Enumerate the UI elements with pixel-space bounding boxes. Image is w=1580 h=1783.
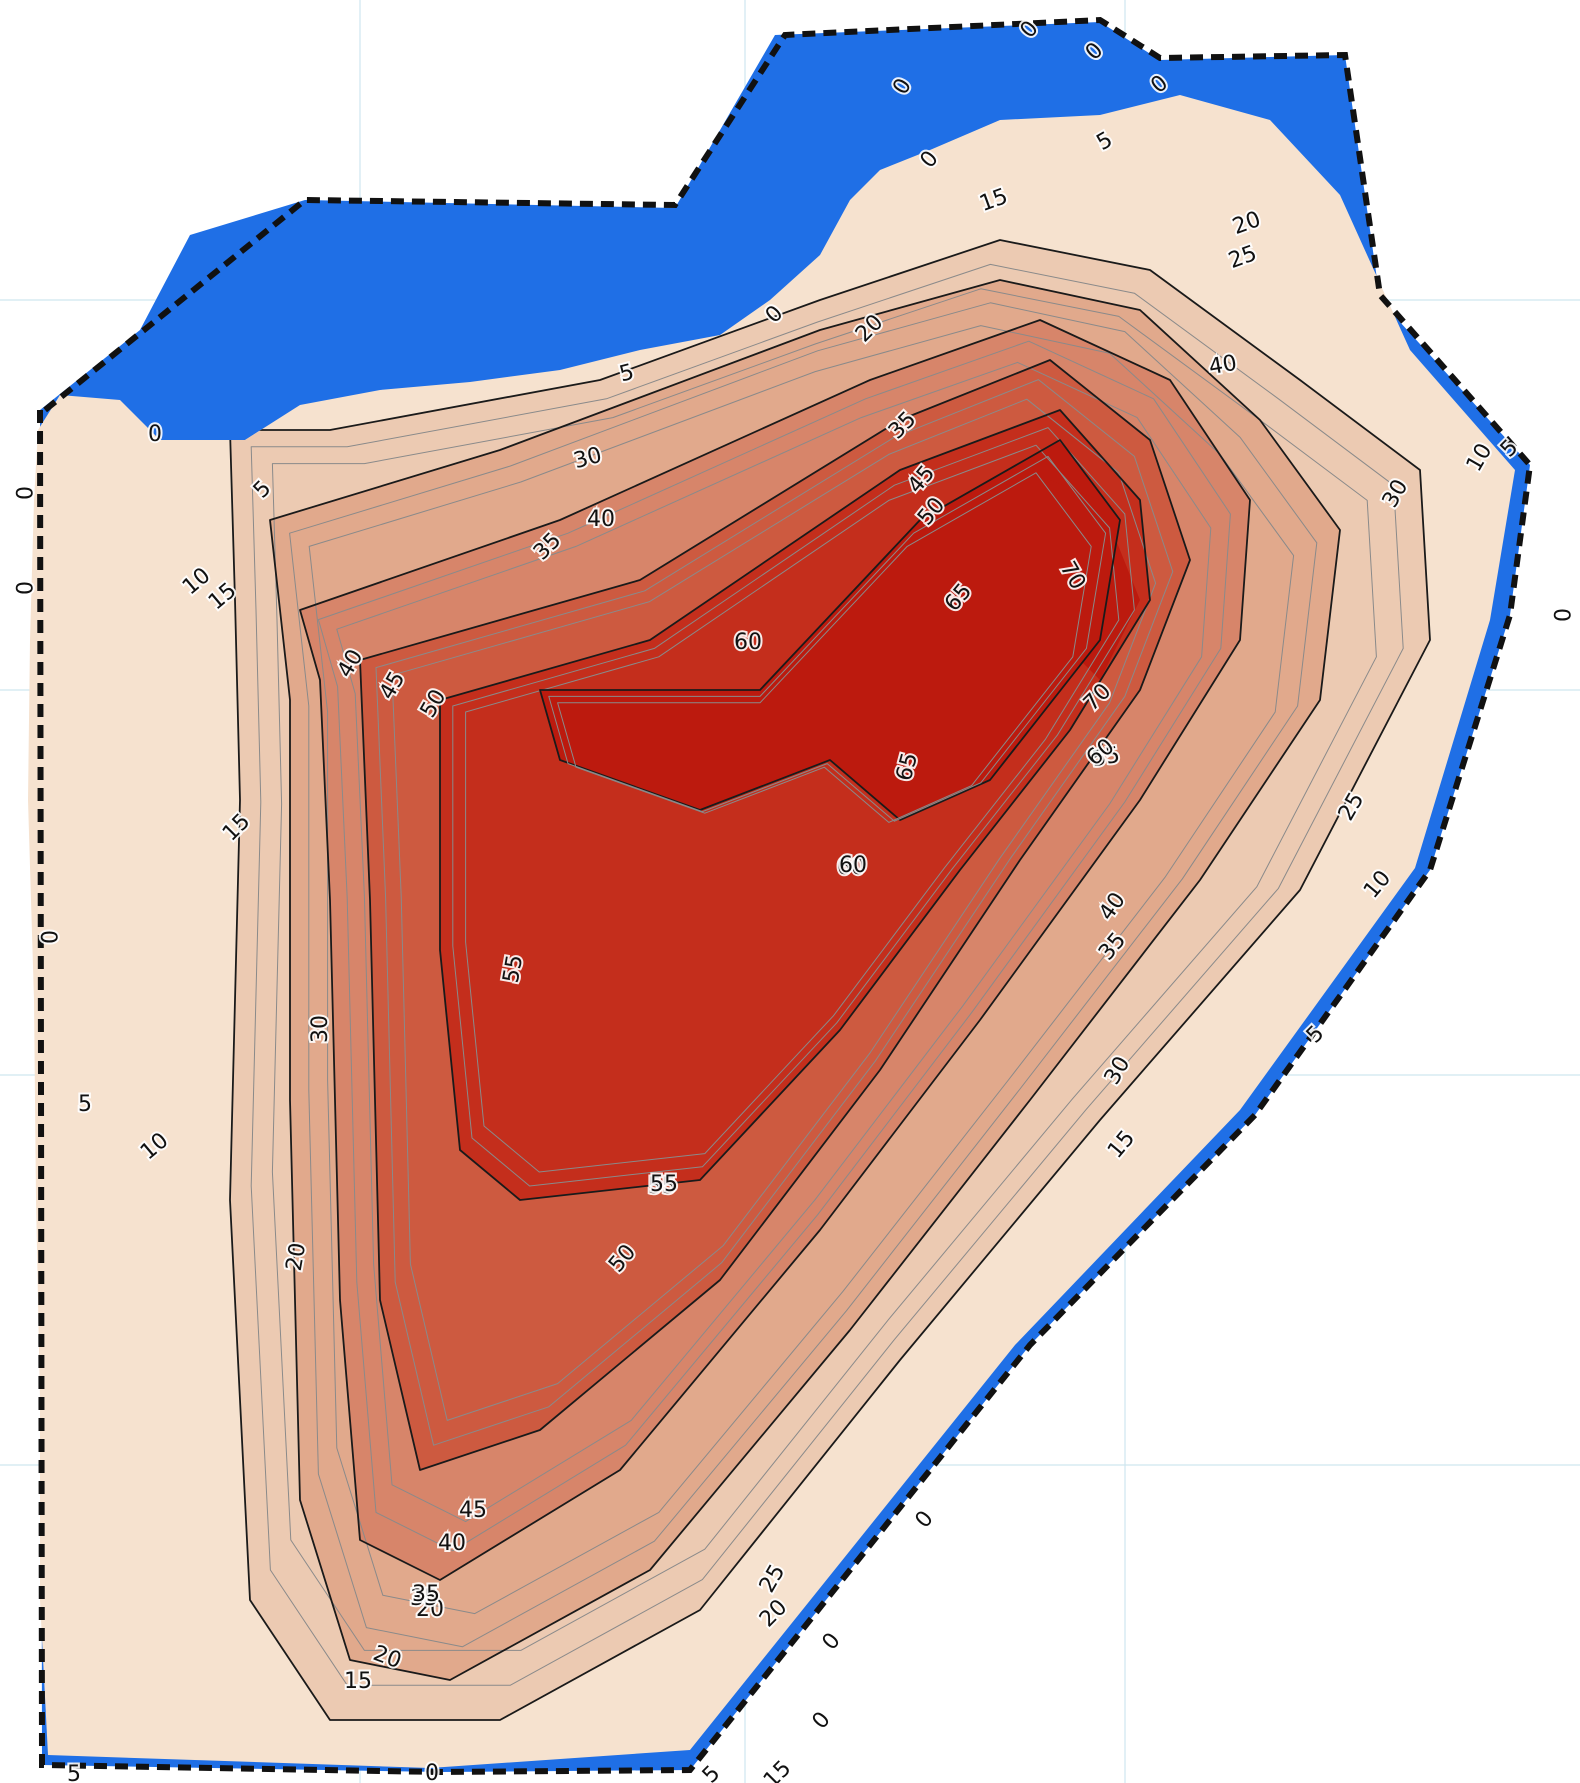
contour-line bbox=[269, 279, 1341, 1681]
contour-line bbox=[271, 288, 1377, 1651]
contour-line bbox=[465, 444, 1120, 1173]
contour-label: 5 bbox=[698, 1761, 726, 1783]
contour-label: 45 bbox=[459, 1498, 487, 1523]
contour-label: 55 bbox=[650, 1172, 678, 1197]
contour-label: 20 bbox=[416, 1597, 444, 1622]
contour-label: 0 bbox=[911, 1506, 939, 1533]
survey-boundary bbox=[37, 16, 1534, 1776]
contour-label: 55 bbox=[648, 1174, 676, 1199]
contour-line bbox=[359, 359, 1191, 1471]
contour-line bbox=[452, 427, 1135, 1187]
contour-label: 35 bbox=[410, 1586, 438, 1611]
contour-lines bbox=[229, 239, 1431, 1721]
contour-label: 0 bbox=[35, 930, 60, 944]
contour-label: 55 bbox=[499, 953, 528, 985]
contour-line bbox=[548, 455, 1107, 822]
contour-line bbox=[539, 439, 1121, 821]
contour-line bbox=[250, 263, 1404, 1686]
contour-line bbox=[289, 302, 1318, 1648]
elevation-band-7 bbox=[1050, 480, 1140, 680]
contour-label: 0 bbox=[425, 1761, 439, 1783]
contour-line bbox=[229, 239, 1431, 1721]
contour-label: 30 bbox=[308, 1015, 333, 1043]
contour-label: 60 bbox=[839, 853, 867, 878]
contour-label: 60 bbox=[734, 630, 762, 655]
contour-label: 40 bbox=[587, 507, 615, 532]
contour-label: 0 bbox=[808, 1707, 836, 1734]
contour-label: 0 bbox=[10, 581, 35, 595]
contour-label: 20 bbox=[282, 1241, 311, 1273]
contour-label: 0 bbox=[1548, 608, 1573, 622]
contour-line bbox=[557, 472, 1092, 823]
contour-line bbox=[317, 340, 1231, 1552]
contour-label: 0 bbox=[10, 486, 35, 500]
contour-line bbox=[299, 319, 1251, 1581]
elevation-band-6 bbox=[540, 440, 1120, 820]
contour-line bbox=[439, 409, 1151, 1201]
contour-line bbox=[308, 325, 1295, 1615]
contour-label: 15 bbox=[344, 1669, 372, 1694]
contour-label: 40 bbox=[438, 1531, 466, 1556]
contour-label: 60 bbox=[837, 855, 865, 880]
contour-label: 35 bbox=[412, 1582, 440, 1607]
contour-line bbox=[336, 361, 1212, 1523]
contour-label: 55 bbox=[1090, 743, 1122, 772]
contour-line bbox=[391, 398, 1157, 1421]
contour-label: 5 bbox=[78, 1092, 92, 1117]
contour-label: 15 bbox=[759, 1756, 796, 1783]
contour-label: 5 bbox=[67, 1762, 81, 1783]
contour-label: 0 bbox=[818, 1628, 846, 1655]
contour-line bbox=[375, 379, 1174, 1446]
contour-label: 0 bbox=[148, 422, 162, 447]
contour-label: 40 bbox=[1207, 351, 1239, 380]
